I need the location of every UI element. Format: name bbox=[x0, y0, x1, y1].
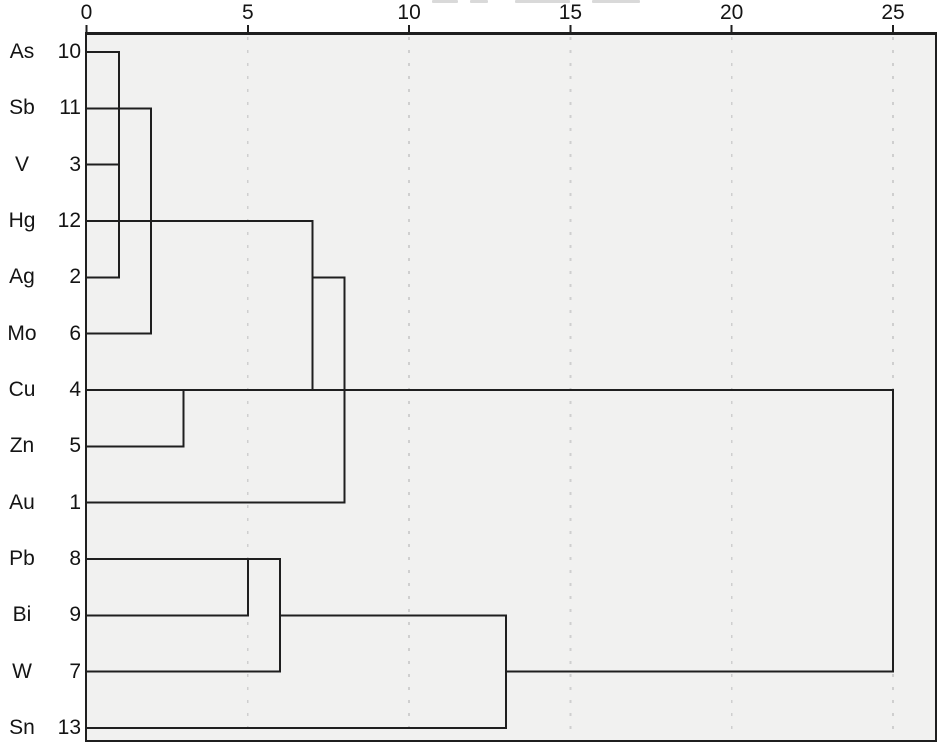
leaf-case-number: 6 bbox=[69, 321, 81, 345]
leaf-case-number: 1 bbox=[69, 490, 81, 514]
leaf-element-label: W bbox=[12, 659, 32, 683]
leaf-element-label: Hg bbox=[8, 208, 36, 232]
leaf-element-label: V bbox=[14, 152, 29, 176]
leaf-case-number: 5 bbox=[69, 434, 81, 458]
leaf-row: As 10 bbox=[0, 38, 84, 66]
leaf-case-number: 7 bbox=[69, 659, 81, 683]
leaf-row: Sb 11 bbox=[0, 94, 84, 122]
plot-area bbox=[85, 32, 937, 742]
leaf-element-label: Au bbox=[9, 490, 35, 514]
leaf-case-number: 3 bbox=[69, 152, 81, 176]
leaf-row: Mo 6 bbox=[0, 320, 84, 348]
leaf-element-label: Pb bbox=[9, 546, 35, 570]
cropped-text-smudge bbox=[592, 0, 640, 3]
leaf-case-number: 8 bbox=[69, 546, 81, 570]
leaf-case-number: 11 bbox=[59, 96, 81, 120]
leaf-case-number: 2 bbox=[69, 265, 81, 289]
leaf-element-label: Mo bbox=[7, 321, 37, 345]
leaf-row: Hg 12 bbox=[0, 207, 84, 235]
cropped-text-smudge bbox=[515, 0, 570, 3]
leaf-row: Sn 13 bbox=[0, 714, 84, 742]
leaf-element-label: Sn bbox=[9, 715, 35, 739]
leaf-element-label: Bi bbox=[12, 603, 32, 627]
cropped-text-smudge bbox=[470, 0, 488, 3]
leaf-row: Zn 5 bbox=[0, 432, 84, 460]
leaf-case-number: 9 bbox=[69, 603, 81, 627]
axis-tick-label: 5 bbox=[241, 1, 254, 24]
axis-tick-label: 15 bbox=[558, 1, 583, 24]
leaf-row: Ag 2 bbox=[0, 263, 84, 291]
leaf-row: Au 1 bbox=[0, 489, 84, 517]
leaf-row: Bi 9 bbox=[0, 601, 84, 629]
leaf-element-label: Sb bbox=[9, 96, 35, 120]
leaf-case-number: 10 bbox=[57, 40, 81, 63]
leaf-element-label: Cu bbox=[8, 377, 36, 401]
leaf-case-number: 12 bbox=[57, 208, 81, 232]
leaf-row: Cu 4 bbox=[0, 376, 84, 404]
axis-tick-label: 0 bbox=[80, 1, 93, 24]
cropped-text-smudge bbox=[432, 0, 458, 3]
leaf-element-label: As bbox=[9, 40, 35, 63]
leaf-case-number: 4 bbox=[69, 377, 81, 401]
leaf-row: Pb 8 bbox=[0, 545, 84, 573]
leaf-element-label: Ag bbox=[9, 265, 35, 289]
leaf-element-label: Zn bbox=[9, 434, 35, 458]
axis-tick-label: 20 bbox=[720, 1, 744, 24]
axis-tick-label: 25 bbox=[881, 1, 905, 24]
leaf-case-number: 13 bbox=[57, 715, 81, 739]
axis-tick-label: 10 bbox=[397, 1, 421, 24]
